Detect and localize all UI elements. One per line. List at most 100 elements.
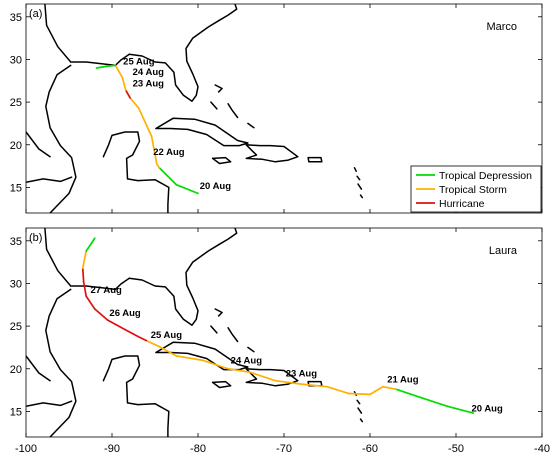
panel-letter: (b) <box>29 232 42 244</box>
track-segment-tropical-storm <box>158 345 178 357</box>
y-tick-label: 20 <box>10 140 22 152</box>
track-segment-tropical-storm <box>382 385 397 391</box>
y-tick-label: 15 <box>10 406 22 418</box>
coastline <box>45 64 77 213</box>
coastline <box>307 156 323 163</box>
track-segment-tropical-storm <box>326 385 350 395</box>
coastline <box>247 122 255 129</box>
coastline <box>245 144 299 163</box>
coastline <box>26 176 73 184</box>
track-segment-tropical-storm <box>114 64 124 79</box>
coastline <box>211 156 232 165</box>
legend-label: Tropical Storm <box>439 184 507 196</box>
legend-label: Tropical Depression <box>439 170 532 182</box>
date-label: 24 Aug <box>133 67 165 78</box>
track-segment-tropical-depression <box>158 166 178 186</box>
coastline <box>211 380 232 389</box>
date-label: 27 Aug <box>91 285 123 296</box>
track-segment-tropical-storm <box>81 250 88 269</box>
coastline <box>102 355 170 437</box>
coastline <box>214 308 223 317</box>
date-label: 23 Aug <box>133 79 165 90</box>
storm-name: Marco <box>486 21 517 33</box>
panel-laura: 20 Aug 21 Aug 23 Aug 24 Aug 25 Aug 26 Aug 27 A… <box>10 227 550 455</box>
track-segment-hurricane <box>106 319 126 331</box>
track-segment-tropical-storm <box>121 76 127 92</box>
coastline <box>44 228 238 326</box>
track-segment-hurricane <box>124 328 139 338</box>
date-label: 23 Aug <box>286 368 318 379</box>
coastline <box>214 84 223 93</box>
date-label: 20 Aug <box>471 403 503 414</box>
y-tick-label: 20 <box>10 364 22 376</box>
track-segment-tropical-depression <box>420 396 449 408</box>
track-segment-tropical-storm <box>300 383 328 388</box>
coastline <box>357 183 363 190</box>
x-tick-label: -90 <box>104 443 120 455</box>
x-tick-label: -100 <box>15 443 37 455</box>
date-label: 20 Aug <box>200 181 232 192</box>
coastline <box>357 407 363 414</box>
coastline <box>210 101 218 110</box>
track-segment-tropical-storm <box>175 355 204 362</box>
date-label: 25 Aug <box>151 330 183 341</box>
coastline <box>353 167 357 172</box>
date-label: 25 Aug <box>123 57 155 68</box>
track-segment-tropical-depression <box>105 64 117 68</box>
x-tick-label: -60 <box>362 443 378 455</box>
track-segment-tropical-depression <box>394 388 423 399</box>
coastline <box>245 368 299 387</box>
coastline <box>102 131 170 213</box>
track-segment-tropical-storm <box>129 96 140 109</box>
coastline <box>155 341 249 371</box>
track-segment-tropical-storm <box>227 367 251 374</box>
x-tick-label: -40 <box>534 443 550 455</box>
legend: Tropical Depression Tropical Storm Hurrica… <box>410 165 542 213</box>
track-segment-hurricane <box>124 89 131 99</box>
coastline <box>359 194 364 199</box>
track-segment-tropical-storm <box>274 379 303 385</box>
y-tick-label: 35 <box>10 236 22 248</box>
date-label: 21 Aug <box>387 374 419 385</box>
coastline <box>247 346 255 353</box>
coastline <box>359 418 364 423</box>
coastline <box>210 325 218 334</box>
track-segment-tropical-storm <box>201 359 229 370</box>
track-segment-tropical-depression <box>175 183 199 195</box>
coastline <box>26 400 73 408</box>
track-segment-hurricane <box>93 308 109 321</box>
coastline <box>356 399 361 405</box>
y-tick-label: 15 <box>10 182 22 194</box>
coastline <box>26 131 51 158</box>
x-tick-label: -70 <box>276 443 292 455</box>
y-tick-label: 30 <box>10 54 22 66</box>
track-segment-hurricane <box>82 280 88 298</box>
panel-letter: (a) <box>29 8 42 20</box>
track-segment-tropical-depression <box>85 237 96 252</box>
y-tick-label: 25 <box>10 321 22 333</box>
y-tick-label: 35 <box>10 12 22 24</box>
track-segment-tropical-depression <box>446 405 475 414</box>
storm-name: Laura <box>489 245 518 257</box>
axes-frame <box>25 227 543 438</box>
coastline <box>155 117 249 147</box>
track-segment-tropical-storm <box>369 385 384 396</box>
track-segment-tropical-storm <box>145 339 161 348</box>
x-tick-label: -50 <box>448 443 464 455</box>
date-label: 22 Aug <box>153 147 185 158</box>
coastline <box>356 175 361 181</box>
y-tick-label: 30 <box>10 278 22 290</box>
track-segment-tropical-storm <box>150 135 158 165</box>
track-segment-hurricane <box>85 295 96 310</box>
coastline <box>44 4 238 102</box>
track-segment-hurricane <box>136 335 148 342</box>
map-area <box>26 228 475 437</box>
track-segment-tropical-storm <box>347 392 371 396</box>
legend-label: Hurricane <box>439 198 485 210</box>
y-tick-label: 25 <box>10 97 22 109</box>
track-segment-tropical-storm <box>248 371 277 382</box>
date-label: 24 Aug <box>231 356 263 367</box>
